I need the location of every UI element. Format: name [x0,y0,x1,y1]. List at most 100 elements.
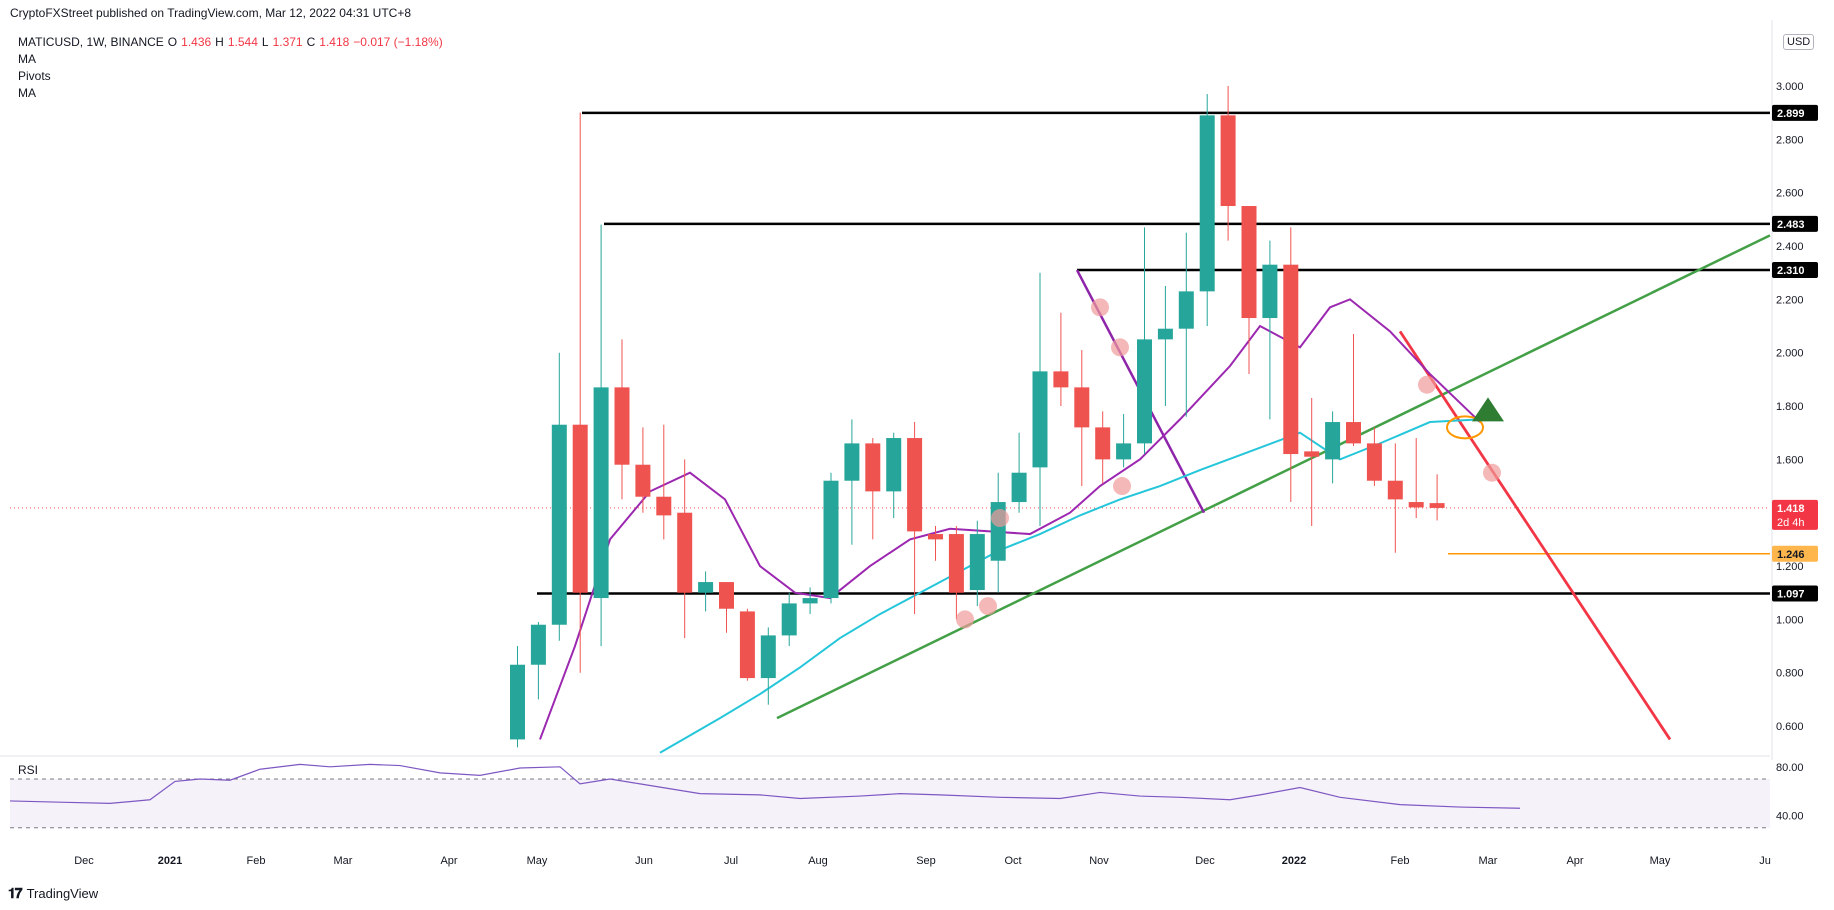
candle-body [510,664,525,740]
warning-icon [1472,397,1504,422]
candle-body [760,635,776,679]
candle-body [781,603,797,636]
candle-body [1366,443,1382,481]
candle-body [1053,371,1069,388]
close-label: C [306,35,316,49]
x-tick-label: Apr [1566,855,1583,867]
candle-body [1157,328,1173,340]
indicator-pivots[interactable]: Pivots [18,69,51,83]
ma-slow-line [659,418,1481,754]
low-value: 1.371 [272,35,303,49]
x-tick-label: Sep [916,855,936,867]
open-value: 1.436 [181,35,212,49]
price-label-bg [1772,262,1818,279]
candle-body [928,534,943,540]
price-label-text: 1.246 [1777,549,1805,561]
x-tick-label: Oct [1004,855,1021,867]
candle-body [1346,422,1361,444]
footer-brand-label: TradingView [26,886,99,901]
candle-body [677,512,693,593]
candle-body [886,438,902,492]
candle-body [1387,480,1403,500]
rsi-tick-label: 80.00 [1776,762,1804,774]
y-tick-label: 2.400 [1776,241,1804,253]
candle-body [572,424,588,593]
highlight-circle [991,509,1009,528]
price-label-bg [1772,499,1818,530]
y-tick-label: 1.000 [1776,614,1804,626]
highlight-circle [1418,375,1436,394]
y-tick-label: 2.000 [1776,348,1804,360]
candle-body [719,582,734,609]
candle-body [1199,115,1215,292]
candle-body [969,534,985,591]
currency-badge[interactable]: USD [1783,34,1815,50]
y-tick-label: 3.000 [1776,81,1804,93]
low-label: L [261,35,269,49]
price-label-bg [1772,545,1818,562]
high-label: H [215,35,224,49]
candle-body [593,387,609,599]
candle-body [948,534,964,593]
published-header: CryptoFXStreet published on TradingView.… [10,6,411,20]
candle-body [844,443,860,481]
indicator-ma-fast[interactable]: MA [18,52,36,66]
y-tick-label: 0.800 [1776,668,1804,680]
open-label: O [167,35,178,49]
descending-resistance-line [1398,330,1672,741]
candle-body [614,387,630,465]
candle-body [1116,443,1132,460]
candle-body [1178,291,1194,329]
highlight-circle [1113,477,1131,496]
x-tick-label: Feb [247,855,266,867]
y-tick-label: 2.200 [1776,294,1804,306]
ma-fast-line [539,298,1481,740]
candle-body [551,424,567,625]
rsi-label[interactable]: RSI [18,763,39,777]
highlight-circle [1111,338,1129,357]
breakout-ring [1446,415,1484,440]
x-tick-label: 2022 [1282,855,1306,867]
candle-body [1095,427,1111,460]
candle-body [1429,503,1445,508]
x-tick-label: Jul [724,855,738,867]
y-tick-label: 1.800 [1776,401,1804,413]
candle-body [1074,387,1090,428]
footer-brand[interactable]: 𝟏𝟕 TradingView [8,885,98,902]
x-tick-label: Aug [808,855,828,867]
rsi-tick-label: 40.00 [1776,811,1804,823]
indicator-ma-slow[interactable]: MA [18,86,36,100]
x-tick-label: Jun [635,855,653,867]
x-tick-label: May [527,855,548,867]
price-label-text: 2.899 [1777,108,1805,120]
y-tick-label: 2.600 [1776,188,1804,200]
candle-body [698,582,714,593]
x-tick-label: Mar [334,855,353,867]
price-label-bg [1772,104,1818,121]
candle-body [1304,451,1320,457]
price-label-text: 1.097 [1777,589,1805,601]
symbol-label[interactable]: MATICUSD, 1W, BINANCE [18,35,164,49]
candle-body [530,624,546,665]
high-value: 1.544 [227,35,258,49]
candle-body [739,611,755,679]
candle-body [1220,115,1236,207]
y-tick-label: 1.200 [1776,561,1804,573]
candle-body [1408,502,1424,508]
highlight-circle [1483,463,1501,482]
close-value: 1.418 [319,35,350,49]
price-label-sub: 2d 4h [1777,517,1805,529]
price-label-bg [1772,585,1818,602]
candle-body [907,438,923,532]
rsi-band [10,779,1770,828]
tradingview-logo-icon: 𝟏𝟕 [8,885,23,901]
candle-body [1011,472,1027,503]
candle-body [1241,206,1257,319]
candle-body [1283,264,1299,455]
change-value: −0.017 (−1.18%) [353,35,443,49]
candle-body [1032,371,1048,468]
x-tick-label: Dec [74,855,94,867]
candle-body [656,496,672,516]
price-label-text: 1.418 [1777,503,1805,515]
